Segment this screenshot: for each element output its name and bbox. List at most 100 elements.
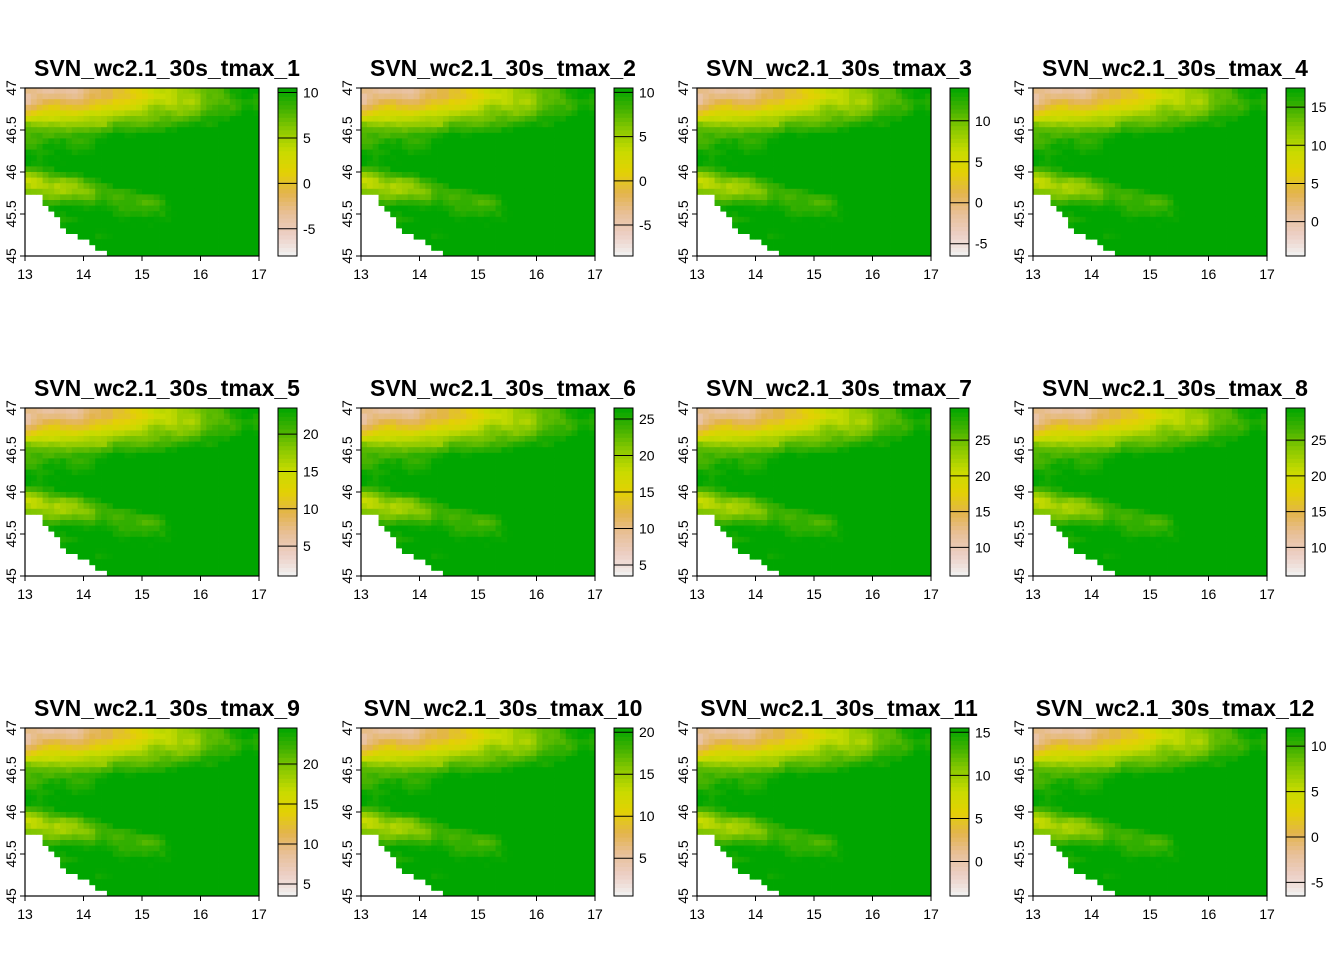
raster-cell xyxy=(165,250,172,257)
raster-cell xyxy=(583,88,590,94)
raster-panel-5: SVN_wc2.1_30s_tmax_513 14 15 16 174545.54646… xyxy=(3,375,319,602)
raster-cell xyxy=(796,144,803,150)
raster-cell xyxy=(165,200,172,206)
raster-cell xyxy=(495,239,502,246)
raster-cell xyxy=(1050,138,1057,145)
raster-cell xyxy=(142,183,149,190)
raster-cell xyxy=(77,194,84,201)
raster-cell xyxy=(182,233,190,240)
raster-cell xyxy=(548,211,555,218)
raster-cell xyxy=(507,166,514,173)
raster-cell xyxy=(1120,194,1127,201)
legend-swatch xyxy=(614,218,633,223)
raster-cell xyxy=(188,110,196,117)
raster-cell xyxy=(30,183,38,190)
raster-cell xyxy=(1220,121,1227,128)
raster-cell xyxy=(583,188,590,195)
raster-cell xyxy=(548,233,555,240)
raster-cell xyxy=(895,228,903,234)
x-tick-label: 16 xyxy=(529,266,545,282)
raster-cell xyxy=(749,188,756,195)
raster-cell xyxy=(372,99,379,106)
raster-cell xyxy=(361,127,368,134)
raster-cell xyxy=(460,166,467,173)
raster-cell xyxy=(1208,155,1215,162)
raster-cell xyxy=(212,205,219,212)
y-tick-label: 47 xyxy=(3,80,19,96)
raster-cell xyxy=(925,250,932,257)
raster-cell xyxy=(849,222,856,229)
raster-cell xyxy=(536,216,543,223)
raster-cell xyxy=(472,104,479,111)
raster-cell xyxy=(396,138,403,145)
legend-swatch xyxy=(278,113,297,118)
raster-cell xyxy=(159,127,166,134)
raster-cell xyxy=(384,104,391,111)
raster-cell xyxy=(1208,132,1215,139)
raster-cell xyxy=(1202,160,1209,167)
raster-cell xyxy=(1161,183,1168,190)
legend-swatch xyxy=(278,88,297,93)
raster-cell xyxy=(589,127,596,134)
legend-swatch xyxy=(278,146,297,152)
raster-cell xyxy=(136,155,143,162)
raster-cell xyxy=(130,166,137,173)
raster-cell xyxy=(854,166,862,173)
raster-cell xyxy=(843,138,850,145)
raster-cell xyxy=(1033,166,1040,173)
raster-cell xyxy=(831,88,838,94)
raster-cell xyxy=(524,194,532,201)
raster-cell xyxy=(1109,205,1116,212)
raster-cell xyxy=(130,430,137,437)
raster-cell xyxy=(907,93,914,100)
raster-cell xyxy=(726,172,733,178)
raster-cell xyxy=(1190,155,1198,162)
raster-cell xyxy=(247,172,254,178)
legend-swatch xyxy=(278,125,297,131)
raster-cell xyxy=(206,99,213,106)
raster-cell xyxy=(1068,104,1075,111)
raster-cell xyxy=(761,239,768,246)
raster-cell xyxy=(1079,228,1087,234)
raster-cell xyxy=(437,149,444,156)
raster-cell xyxy=(83,228,90,234)
raster-cell xyxy=(907,244,914,251)
raster-cell xyxy=(171,424,178,431)
raster-cell xyxy=(790,222,797,229)
raster-cell xyxy=(737,172,745,178)
raster-cell xyxy=(1155,250,1163,257)
raster-cell xyxy=(212,116,219,122)
raster-cell xyxy=(483,228,491,234)
raster-cell xyxy=(720,93,727,100)
raster-cell xyxy=(1079,144,1087,150)
raster-cell xyxy=(223,244,231,251)
raster-cell xyxy=(773,188,780,195)
raster-cell xyxy=(530,121,537,128)
raster-cell xyxy=(401,121,409,128)
raster-cell xyxy=(702,166,710,173)
raster-cell xyxy=(241,205,248,212)
raster-cell xyxy=(1249,93,1256,100)
raster-cell xyxy=(1214,138,1221,145)
raster-cell xyxy=(814,116,821,122)
raster-cell xyxy=(212,166,219,173)
raster-cell xyxy=(559,183,567,190)
raster-cell xyxy=(165,205,172,212)
raster-cell xyxy=(536,194,543,201)
raster-cell xyxy=(1196,200,1204,206)
raster-cell xyxy=(866,172,873,178)
raster-cell xyxy=(106,222,114,229)
raster-cell xyxy=(1202,110,1209,117)
raster-cell xyxy=(913,166,920,173)
raster-cell xyxy=(1056,155,1063,162)
raster-cell xyxy=(749,88,756,94)
raster-cell xyxy=(118,172,125,178)
raster-cell xyxy=(413,88,420,94)
raster-cell xyxy=(431,239,438,246)
raster-cell xyxy=(501,194,508,201)
raster-cell xyxy=(755,144,762,150)
raster-cell xyxy=(460,104,467,111)
raster-cell xyxy=(1161,99,1168,106)
raster-cell xyxy=(212,424,219,431)
raster-cell xyxy=(241,166,248,173)
